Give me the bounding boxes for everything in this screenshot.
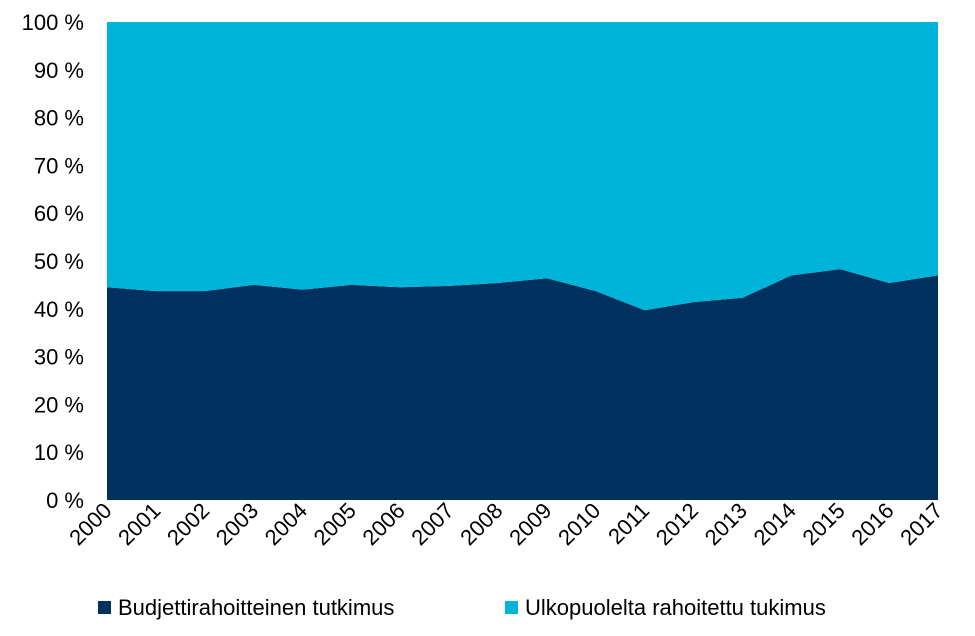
- x-tick-label: 2002: [162, 498, 214, 550]
- x-tick-label: 2008: [455, 498, 507, 550]
- x-tick-label: 2012: [651, 498, 703, 550]
- x-tick-label: 2011: [603, 498, 654, 549]
- x-tick-label: 2015: [797, 498, 849, 550]
- x-tick-label: 2017: [895, 498, 947, 550]
- legend-label: Ulkopuolelta rahoitettu tukimus: [525, 595, 826, 620]
- x-tick-label: 2009: [504, 498, 556, 550]
- x-tick-label: 2007: [406, 498, 458, 550]
- x-tick-label: 2005: [309, 498, 361, 550]
- x-tick-label: 2010: [553, 498, 605, 550]
- y-tick-label: 0 %: [46, 488, 84, 513]
- y-tick-label: 40 %: [34, 297, 84, 322]
- legend-swatch: [505, 601, 518, 614]
- area: [107, 269, 938, 500]
- y-tick-label: 20 %: [34, 392, 84, 417]
- legend-label: Budjettirahoitteinen tutkimus: [118, 595, 394, 620]
- y-tick-label: 100 %: [22, 10, 84, 35]
- legend-swatch: [98, 601, 111, 614]
- x-tick-label: 2003: [211, 498, 263, 550]
- x-tick-label: 2013: [700, 498, 752, 550]
- x-tick-label: 2001: [113, 498, 165, 550]
- area: [107, 22, 938, 311]
- x-tick-label: 2004: [260, 498, 312, 550]
- x-tick-label: 2014: [749, 498, 801, 550]
- y-tick-label: 60 %: [34, 201, 84, 226]
- y-tick-label: 30 %: [34, 345, 84, 370]
- y-tick-label: 70 %: [34, 153, 84, 178]
- x-tick-label: 2006: [358, 498, 410, 550]
- y-tick-label: 50 %: [34, 249, 84, 274]
- y-tick-label: 10 %: [34, 440, 84, 465]
- y-tick-label: 90 %: [34, 58, 84, 83]
- y-tick-label: 80 %: [34, 106, 84, 131]
- x-tick-label: 2016: [846, 498, 898, 550]
